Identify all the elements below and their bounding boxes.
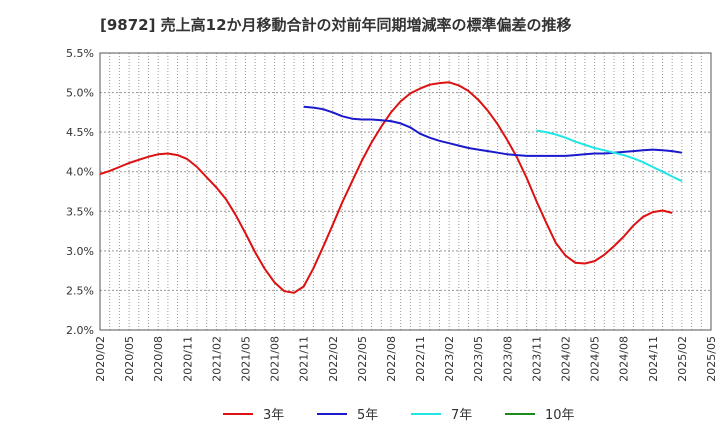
- y-tick-label: 3.0%: [66, 245, 94, 258]
- y-tick-label: 4.5%: [66, 126, 94, 139]
- x-tick-label: 2020/11: [181, 336, 194, 382]
- legend-item[interactable]: 10年: [505, 408, 575, 423]
- legend-item[interactable]: 7年: [411, 408, 472, 423]
- y-axis: 2.0% 2.5% 3.0% 3.5% 4.0% 4.5% 5.0% 5.5%: [66, 47, 94, 337]
- legend-label: 5年: [357, 408, 378, 423]
- legend-item[interactable]: 3年: [223, 408, 284, 423]
- x-tick-label: 2021/05: [239, 336, 252, 382]
- x-tick-label: 2025/02: [676, 336, 689, 382]
- legend-item[interactable]: 5年: [317, 408, 378, 423]
- series-line-3年: [99, 81, 673, 294]
- x-tick-label: 2021/08: [269, 336, 282, 382]
- x-tick-label: 2020/02: [94, 336, 107, 382]
- y-tick-label: 5.5%: [66, 47, 94, 60]
- x-tick-label: 2022/11: [414, 336, 427, 382]
- y-tick-label: 2.0%: [66, 324, 94, 337]
- x-tick-label: 2023/11: [530, 336, 543, 382]
- y-tick-label: 4.0%: [66, 166, 94, 179]
- x-tick-label: 2023/08: [501, 336, 514, 382]
- legend-label: 3年: [263, 408, 284, 423]
- series-line-7年: [536, 129, 683, 183]
- x-tick-label: 2021/11: [298, 336, 311, 382]
- legend[interactable]: 3年 5年 7年 10年: [223, 408, 575, 423]
- x-tick-label: 2022/02: [327, 336, 340, 382]
- x-tick-label: 2023/05: [472, 336, 485, 382]
- y-tick-label: 5.0%: [66, 87, 94, 100]
- series-line-5年: [303, 105, 683, 157]
- x-tick-label: 2020/08: [152, 336, 165, 382]
- y-tick-label: 2.5%: [66, 284, 94, 297]
- legend-label: 7年: [451, 408, 472, 423]
- legend-label: 10年: [545, 408, 575, 423]
- chart-title: [9872] 売上高12か月移動合計の対前年同期増減率の標準偏差の推移: [100, 16, 572, 34]
- x-tick-label: 2022/05: [356, 336, 369, 382]
- x-tick-label: 2024/11: [647, 336, 660, 382]
- y-tick-label: 3.5%: [66, 205, 94, 218]
- x-tick-label: 2025/05: [705, 336, 718, 382]
- x-tick-label: 2024/05: [589, 336, 602, 382]
- x-tick-label: 2024/08: [618, 336, 631, 382]
- x-axis: 2020/02 2020/05 2020/08 2020/11 2021/02 2021/…: [94, 336, 718, 382]
- x-tick-label: 2022/08: [385, 336, 398, 382]
- grid: [99, 52, 712, 331]
- x-tick-label: 2021/02: [210, 336, 223, 382]
- x-tick-label: 2020/05: [123, 336, 136, 382]
- series-lines: [99, 81, 683, 294]
- plot-frame: [99, 52, 712, 331]
- x-tick-label: 2024/02: [560, 336, 573, 382]
- x-tick-label: 2023/02: [443, 336, 456, 382]
